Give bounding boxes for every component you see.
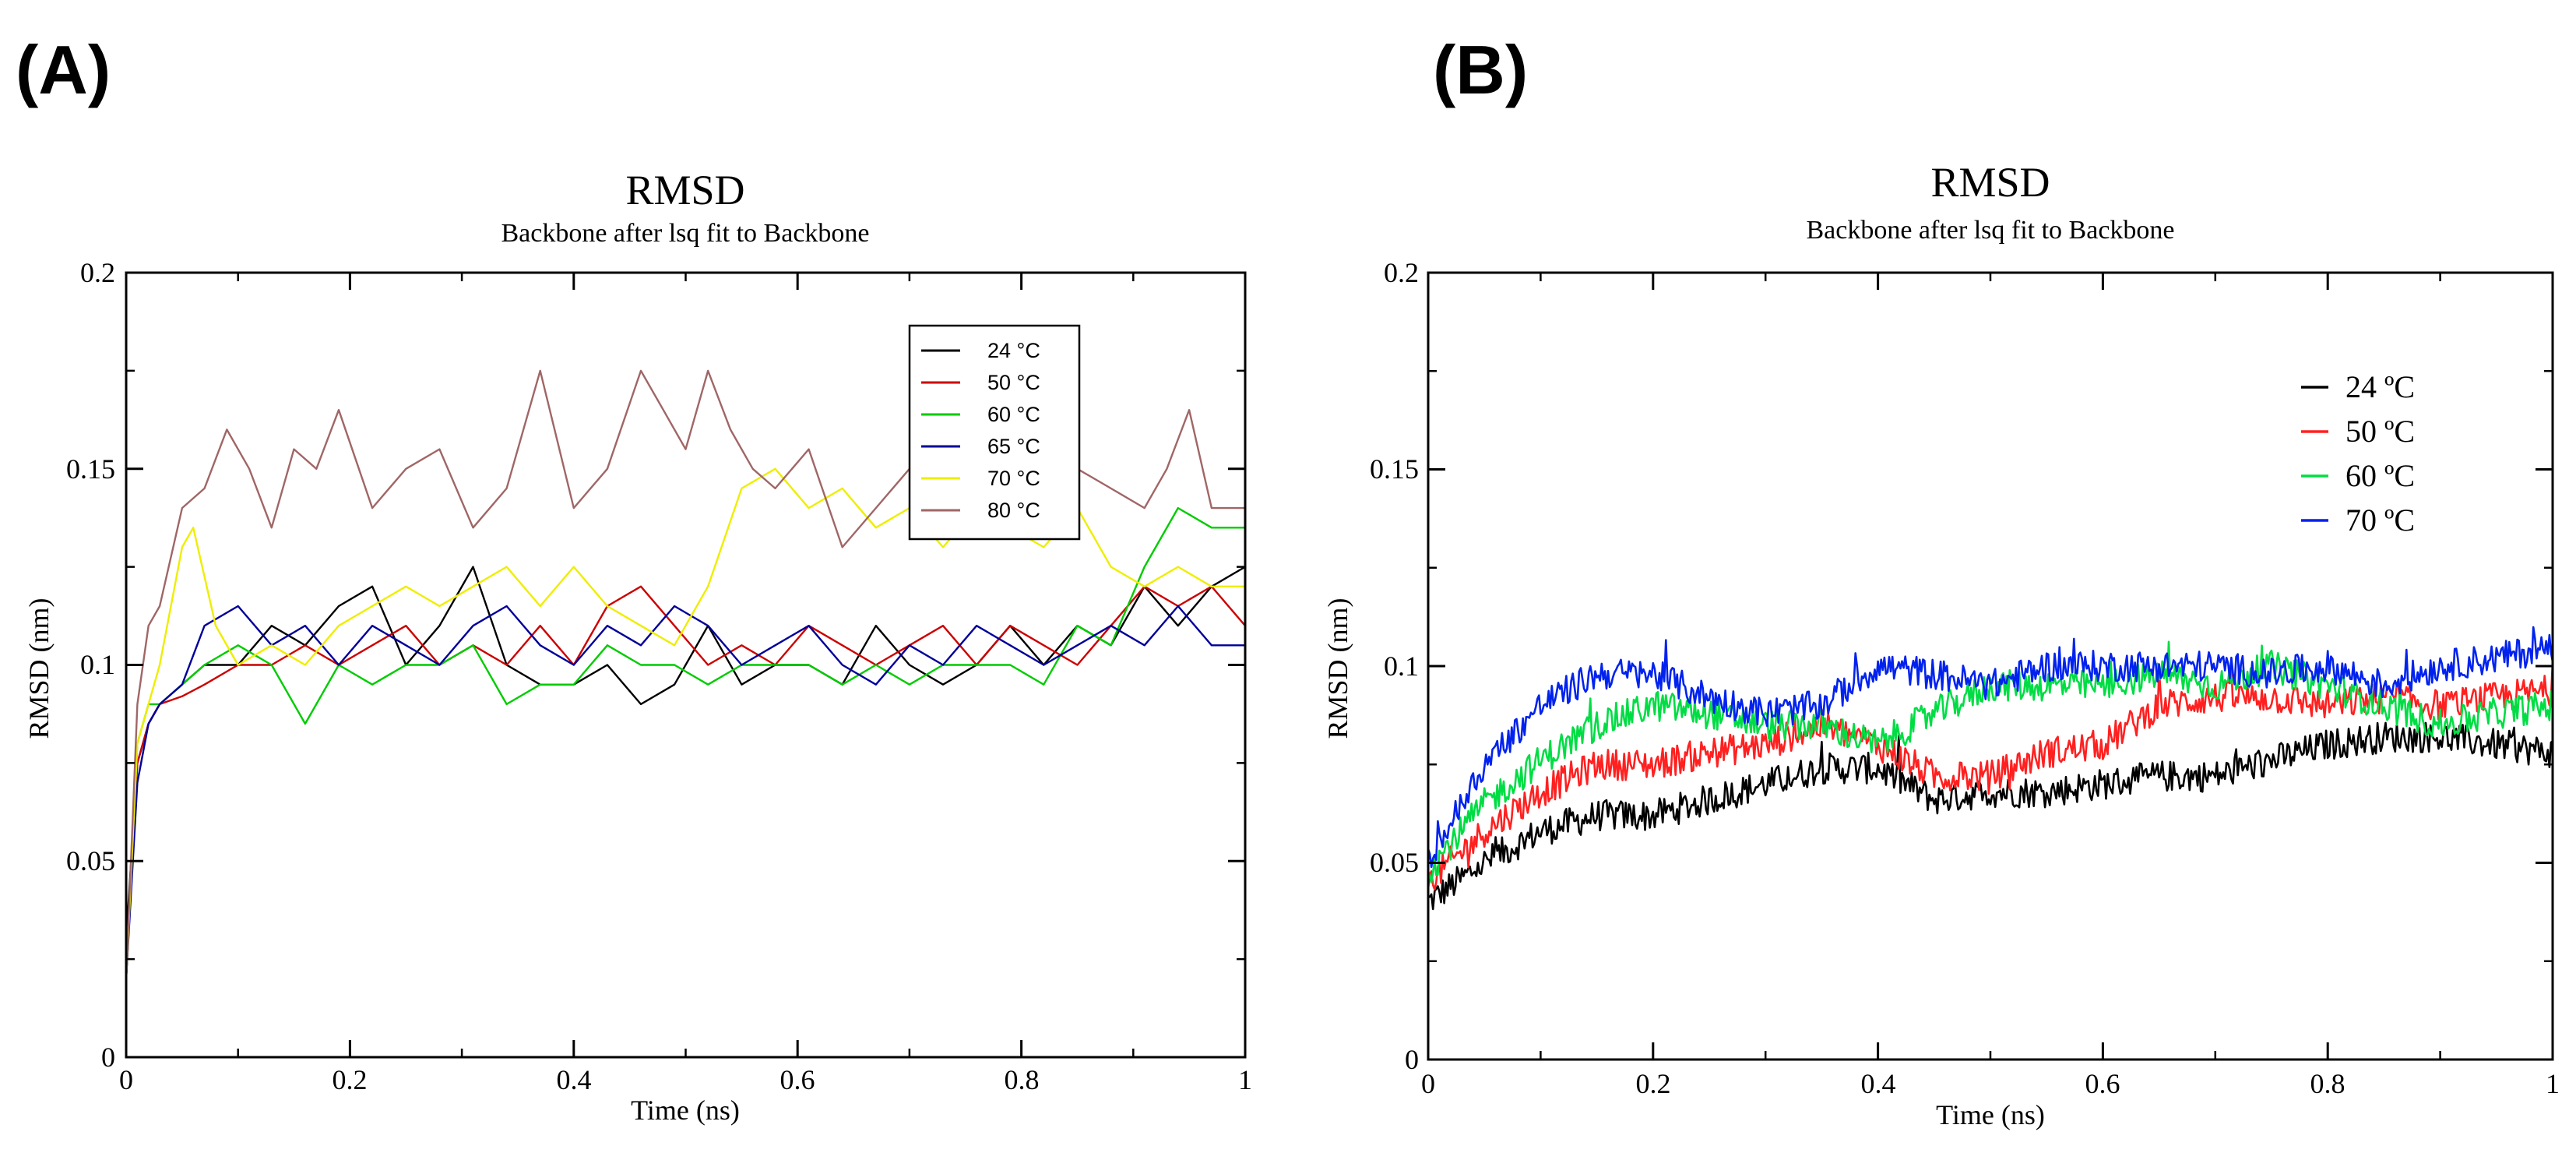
legend-box [908,324,1081,541]
x-tick-label: 1 [1238,1064,1252,1095]
panel-b-y-axis-label: RMSD (nm) [1322,598,1353,739]
panel-b-subtitle: Backbone after lsq fit to Backbone [1806,216,2174,245]
y-tick-label: 0.2 [1384,257,1419,288]
panel-a-label: (A) [16,31,111,108]
series-line-70c [125,467,1245,979]
x-tick-label: 0 [1421,1068,1435,1099]
y-tick-label: 0.2 [80,257,115,288]
x-tick-label: 0 [119,1064,133,1095]
x-tick-label: 0.4 [1861,1068,1896,1099]
y-tick-label: 0.15 [66,453,115,485]
y-tick-label: 0.1 [1384,651,1419,682]
legend-label-50c: 50 °C [987,371,1040,394]
panel-a-y-axis-label: RMSD (nm) [23,598,55,739]
x-tick-label: 1 [2546,1068,2560,1099]
x-tick-label: 0.6 [2085,1068,2120,1099]
panel-a-subtitle: Backbone after lsq fit to Backbone [501,219,869,248]
series-line-60c [125,506,1245,979]
panel-a: (A) RMSD Backbone after lsq fit to Backb… [16,31,1252,1126]
series-line-70c [1427,626,2554,869]
legend-label-80c: 80 °C [987,499,1040,522]
x-tick-label: 0.2 [333,1064,368,1095]
y-tick-label: 0.15 [1370,453,1419,485]
legend-label-60c: 60 °C [987,403,1040,426]
legend-label-70c: 70 °C [987,467,1040,490]
panel-a-series-layer [125,369,1246,979]
x-tick-label: 0.8 [1005,1064,1040,1095]
legend-label-65c: 65 °C [987,435,1040,458]
panel-b-x-tick-labels: 0 0.2 0.4 0.6 0.8 1 [1421,1068,2560,1099]
y-tick-label: 0.1 [80,649,115,680]
y-tick-label: 0.05 [66,845,115,876]
panel-b: (B) RMSD Backbone after lsq fit to Backb… [1322,31,2560,1130]
panel-a-ticks [125,271,1247,1059]
x-tick-label: 0.6 [780,1064,815,1095]
panel-b-label: (B) [1433,31,1528,108]
series-line-24c [125,566,1246,940]
panel-a-y-tick-labels: 0 0.05 0.1 0.15 0.2 [66,257,115,1073]
panel-a-x-tick-labels: 0 0.2 0.4 0.6 0.8 1 [119,1064,1252,1095]
legend-label-50c: 50 ºC [2345,414,2415,449]
panel-b-ticks [1427,271,2554,1061]
panel-b-legend: 24 ºC 50 ºC 60 ºC 70 ºC [2301,369,2415,538]
x-tick-label: 0.4 [557,1064,592,1095]
panel-a-x-axis-label: Time (ns) [631,1095,740,1126]
x-tick-label: 0.8 [2310,1068,2345,1099]
legend-label-24c: 24 ºC [2345,369,2415,404]
panel-b-y-tick-labels: 0 0.05 0.1 0.15 0.2 [1370,257,1419,1075]
y-tick-label: 0 [1405,1044,1419,1075]
legend-label-70c: 70 ºC [2345,502,2415,538]
panel-b-x-axis-label: Time (ns) [1936,1099,2045,1130]
legend-label-24c: 24 °C [987,339,1040,362]
panel-a-legend: 24 °C 50 °C 60 °C 65 °C 70 °C 80 °C [908,324,1081,541]
panel-b-title: RMSD [1930,159,2050,206]
series-line-65c [125,605,1245,979]
panel-a-title: RMSD [625,167,744,213]
y-tick-label: 0 [101,1042,115,1073]
x-tick-label: 0.2 [1636,1068,1671,1099]
y-tick-label: 0.05 [1370,847,1419,878]
series-line-24c [1427,721,2553,911]
panel-b-series-layer [1427,626,2554,911]
series-line-50c [1427,661,2554,890]
legend-label-60c: 60 ºC [2345,458,2415,493]
